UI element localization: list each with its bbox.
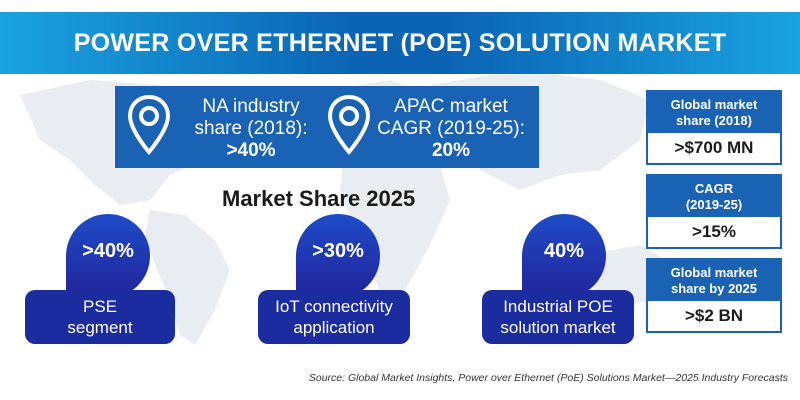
global-share-2025-value: >$2 BN [684,306,744,325]
na-share-text: NA industry share (2018): >40% [171,96,331,162]
industrial-share-badge: 40% [522,214,606,298]
global-share-2018-box: Global market share (2018) >$700 MN [646,90,782,165]
global-share-2018-head-line1: Global market [670,97,758,112]
industrial-card-line1: Industrial POE [503,297,613,316]
pse-card-line1: PSE [82,297,118,316]
location-pin-icon [127,94,171,156]
regional-stats-panel: NA industry share (2018): >40% APAC mark… [115,86,539,168]
global-share-2018-header: Global market share (2018) [648,92,780,133]
iot-card-line1: IoT connectivity [275,297,393,316]
iot-share-value: >30% [312,240,364,262]
cagr-value: >15% [692,222,736,241]
cagr-head-line1: CAGR [694,181,734,196]
global-share-2018-value: >$700 MN [674,138,754,157]
iot-share-badge: >30% [296,214,380,298]
global-share-2025-box: Global market share by 2025 >$2 BN [646,258,782,333]
global-share-2025-head-line2: share by 2025 [670,281,757,296]
global-share-2018-head-line2: share (2018) [676,113,752,128]
iot-application-card: IoT connectivity application [258,290,410,344]
source-citation: Source: Global Market Insights, Power ov… [308,372,788,384]
cagr-header: CAGR (2019-25) [648,176,780,217]
na-share-stat: NA industry share (2018): >40% [127,86,327,168]
cagr-head-line2: (2019-25) [685,197,743,212]
apac-cagr-stat: APAC market CAGR (2019-25): 20% [327,86,533,168]
pse-share-value: >40% [82,240,134,262]
pse-share-badge: >40% [66,214,150,298]
na-share-label-line1: NA industry [202,96,300,117]
apac-cagr-value: 20% [431,140,471,161]
industrial-card-line2: solution market [500,318,616,337]
iot-card-line2: application [293,318,375,337]
na-share-value: >40% [226,140,276,161]
global-share-2025-header: Global market share by 2025 [648,260,780,301]
global-share-2025-head-line1: Global market [670,265,758,280]
title-banner: POWER OVER ETHERNET (POE) SOLUTION MARKE… [0,12,800,74]
pse-segment-card: PSE segment [25,290,175,344]
apac-cagr-label-line2: CAGR (2019-25): [377,118,525,139]
page-title: POWER OVER ETHERNET (POE) SOLUTION MARKE… [73,28,727,57]
industrial-poe-card: Industrial POE solution market [482,290,634,344]
location-pin-icon [327,94,371,156]
na-share-label-line2: share (2018): [194,118,308,139]
pse-card-line2: segment [67,318,133,337]
apac-cagr-text: APAC market CAGR (2019-25): 20% [371,96,531,162]
cagr-box: CAGR (2019-25) >15% [646,174,782,249]
industrial-share-value: 40% [543,240,585,262]
apac-cagr-label-line1: APAC market [394,96,508,117]
market-share-heading: Market Share 2025 [222,186,416,211]
